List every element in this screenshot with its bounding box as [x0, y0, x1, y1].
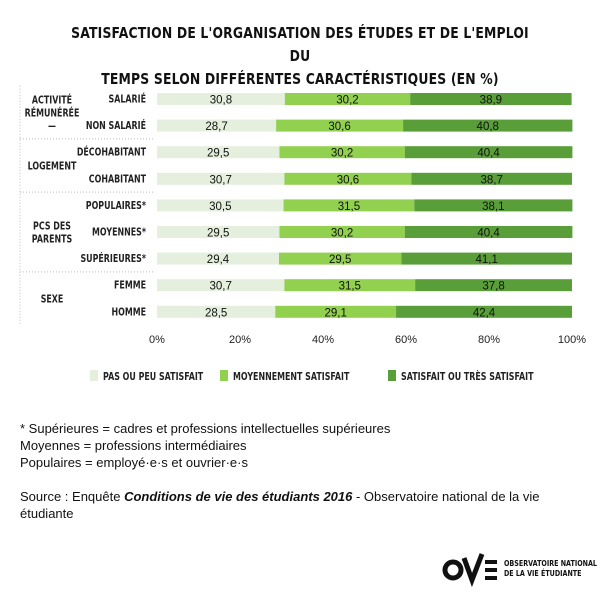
data-label-homme-moyennement-satisfait: 29,1: [324, 307, 346, 319]
legend-swatch-pas-ou-peu-satisfait: [90, 370, 98, 381]
ove-logo-mark: [442, 553, 497, 588]
bar-salarie-moyennement-satisfait: [284, 93, 411, 105]
data-label-femme-satisfait-ou-tres-satisfait: 37,8: [482, 281, 504, 293]
category-label-cohabitant: COHABITANT: [89, 173, 147, 186]
data-label-superieures-moyennement-satisfait: 29,5: [329, 254, 351, 266]
group-label-0-line-1: RÉMUNÉRÉE: [25, 106, 80, 120]
data-label-cohabitant-pas-ou-peu-satisfait: 30,7: [210, 174, 232, 186]
bar-femme-pas-ou-peu-satisfait: [157, 279, 285, 292]
bar-moyennes-moyennement-satisfait: [279, 226, 405, 238]
source-note: Source : Enquête Conditions de vie des é…: [20, 488, 580, 522]
data-label-moyennes-satisfait-ou-tres-satisfait: 40,4: [477, 228, 500, 240]
category-label-populaires: POPULAIRES*: [86, 200, 146, 213]
category-label-moyennes: MOYENNES*: [92, 226, 146, 239]
data-label-decohabitant-satisfait-ou-tres-satisfait: 40,4: [477, 148, 500, 160]
chart-title: Satisfaction de l'organisation des étude…: [0, 22, 600, 91]
category-label-superieures: SUPÉRIEURES*: [80, 252, 146, 266]
data-label-homme-pas-ou-peu-satisfait: 28,5: [205, 307, 227, 319]
bar-non-salarie-satisfait-ou-tres-satisfait: [403, 119, 573, 132]
data-label-populaires-satisfait-ou-tres-satisfait: 38,1: [482, 201, 504, 213]
data-label-superieures-satisfait-ou-tres-satisfait: 41,1: [476, 254, 498, 266]
ove-logo-line-2: de la vie étudiante: [504, 569, 582, 578]
footnotes: * Supérieures = cadres et professions in…: [20, 420, 390, 471]
data-label-populaires-moyennement-satisfait: 31,5: [338, 201, 360, 213]
chart-title-line-2: temps selon différentes caractéristiques…: [101, 70, 499, 88]
data-label-cohabitant-moyennement-satisfait: 30,6: [337, 174, 359, 186]
legend-swatch-satisfait-ou-tres-satisfait: [388, 370, 396, 381]
source-suffix: - Observatoire national de la vie étudia…: [20, 489, 540, 521]
footnote-superieures: * Supérieures = cadres et professions in…: [20, 421, 391, 436]
bar-non-salarie-pas-ou-peu-satisfait: [157, 119, 277, 132]
bar-cohabitant-satisfait-ou-tres-satisfait: [411, 172, 572, 185]
bar-populaires-moyennement-satisfait: [283, 199, 415, 212]
source-survey-title: Conditions de vie des étudiants 2016: [124, 489, 353, 504]
stacked-bar-chart: SALARIÉ 30,8 30,2 38,9 NON SALARIÉ 28,7 30,6 40…: [19, 85, 586, 384]
data-label-salarie-moyennement-satisfait: 30,2: [336, 95, 358, 107]
footnote-populaires: Populaires = employé·e·s et ouvrier·e·s: [20, 455, 248, 470]
data-label-salarie-pas-ou-peu-satisfait: 30,8: [210, 95, 232, 107]
data-label-superieures-pas-ou-peu-satisfait: 29,4: [207, 254, 230, 266]
x-tick-100-5: 100%: [558, 334, 586, 346]
category-label-non-salarie: NON SALARIÉ: [86, 119, 146, 133]
data-label-non-salarie-pas-ou-peu-satisfait: 28,7: [205, 121, 227, 133]
category-label-decohabitant: DÉCOHABITANT: [77, 145, 147, 159]
bar-populaires-satisfait-ou-tres-satisfait: [414, 199, 573, 212]
bar-superieures-satisfait-ou-tres-satisfait: [401, 252, 572, 265]
x-tick-0-0: 0%: [149, 334, 165, 346]
bar-decohabitant-moyennement-satisfait: [279, 146, 405, 159]
source-prefix: Source : Enquête: [20, 489, 125, 504]
bar-moyennes-pas-ou-peu-satisfait: [157, 226, 280, 238]
ove-logo-line-1: Observatoire national: [504, 559, 597, 568]
chart-title-line-1: Satisfaction de l'organisation des étude…: [71, 24, 529, 65]
bar-femme-satisfait-ou-tres-satisfait: [415, 279, 572, 292]
data-label-homme-satisfait-ou-tres-satisfait: 42,4: [473, 307, 496, 319]
bar-salarie-pas-ou-peu-satisfait: [157, 93, 285, 105]
bar-decohabitant-satisfait-ou-tres-satisfait: [404, 146, 573, 159]
bar-homme-satisfait-ou-tres-satisfait: [396, 305, 572, 318]
data-label-moyennes-pas-ou-peu-satisfait: 29,5: [207, 228, 229, 240]
group-label-1-line-0: LOGEMENT: [28, 160, 77, 173]
group-label-0-line-0: ACTIVITÉ: [32, 93, 72, 107]
ove-logo: Observatoire national de la vie étudiant…: [442, 548, 597, 588]
bar-superieures-pas-ou-peu-satisfait: [157, 252, 280, 265]
bar-superieures-moyennement-satisfait: [279, 252, 402, 265]
legend-label-satisfait-ou-tres-satisfait: SATISFAIT OU TRÈS SATISFAIT: [401, 370, 534, 384]
data-label-femme-moyennement-satisfait: 31,5: [339, 281, 361, 293]
x-tick-60-3: 60%: [395, 334, 417, 346]
x-tick-40-2: 40%: [312, 334, 334, 346]
bar-decohabitant-pas-ou-peu-satisfait: [157, 146, 280, 159]
bar-salarie-satisfait-ou-tres-satisfait: [410, 93, 572, 105]
bar-homme-pas-ou-peu-satisfait: [157, 305, 276, 318]
data-label-decohabitant-pas-ou-peu-satisfait: 29,5: [207, 148, 229, 160]
x-tick-80-4: 80%: [478, 334, 500, 346]
category-label-femme: FEMME: [114, 280, 146, 293]
group-label-2-line-0: PCS DES: [33, 220, 71, 233]
legend-label-moyennement-satisfait: MOYENNEMENT SATISFAIT: [233, 371, 350, 384]
group-label-0-line-2: —: [48, 120, 56, 133]
bar-populaires-pas-ou-peu-satisfait: [157, 199, 284, 212]
bar-homme-moyennement-satisfait: [275, 305, 397, 318]
bar-moyennes-satisfait-ou-tres-satisfait: [404, 226, 573, 238]
legend-label-pas-ou-peu-satisfait: PAS OU PEU SATISFAIT: [103, 371, 204, 384]
data-label-salarie-satisfait-ou-tres-satisfait: 38,9: [480, 95, 502, 107]
bar-cohabitant-moyennement-satisfait: [284, 172, 412, 185]
data-label-cohabitant-satisfait-ou-tres-satisfait: 38,7: [481, 174, 503, 186]
footnote-moyennes: Moyennes = professions intermédiaires: [20, 438, 247, 453]
data-label-non-salarie-satisfait-ou-tres-satisfait: 40,8: [477, 121, 499, 133]
group-label-3-line-0: SEXE: [41, 293, 64, 306]
legend-swatch-moyennement-satisfait: [220, 370, 228, 381]
x-tick-20-1: 20%: [229, 334, 251, 346]
bar-non-salarie-moyennement-satisfait: [276, 119, 404, 132]
data-label-moyennes-moyennement-satisfait: 30,2: [331, 228, 353, 240]
data-label-decohabitant-moyennement-satisfait: 30,2: [331, 148, 353, 160]
bar-cohabitant-pas-ou-peu-satisfait: [157, 172, 285, 185]
category-label-homme: HOMME: [111, 306, 146, 319]
data-label-populaires-pas-ou-peu-satisfait: 30,5: [209, 201, 231, 213]
ove-logo-text: Observatoire national de la vie étudiant…: [504, 559, 597, 579]
category-label-salarie: SALARIÉ: [109, 92, 146, 106]
data-label-non-salarie-moyennement-satisfait: 30,6: [328, 121, 350, 133]
data-label-femme-pas-ou-peu-satisfait: 30,7: [210, 281, 232, 293]
bar-femme-moyennement-satisfait: [284, 279, 416, 292]
group-label-2-line-1: PARENTS: [32, 233, 73, 246]
